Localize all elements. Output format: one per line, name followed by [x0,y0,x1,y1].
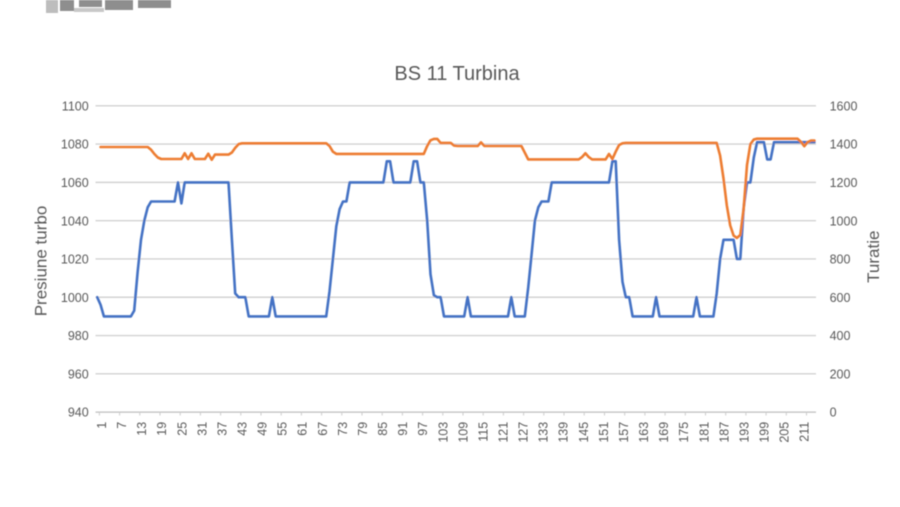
svg-text:1200: 1200 [830,176,858,190]
svg-text:187: 187 [717,422,731,443]
svg-text:121: 121 [497,422,511,443]
svg-text:175: 175 [677,422,691,443]
svg-text:31: 31 [195,422,209,436]
svg-text:97: 97 [416,422,430,436]
svg-text:1400: 1400 [830,138,858,152]
svg-text:400: 400 [830,329,851,343]
svg-text:1100: 1100 [62,99,89,113]
svg-text:25: 25 [175,422,189,436]
svg-text:0: 0 [830,406,837,420]
svg-text:85: 85 [376,422,390,436]
svg-text:79: 79 [356,422,370,436]
svg-text:109: 109 [456,422,470,443]
svg-text:200: 200 [830,367,851,381]
svg-text:139: 139 [557,422,571,443]
svg-text:91: 91 [396,422,410,436]
svg-text:940: 940 [68,406,89,420]
svg-text:145: 145 [577,422,591,443]
svg-text:1000: 1000 [61,291,89,305]
svg-text:55: 55 [276,422,290,436]
svg-text:1: 1 [95,422,109,429]
svg-text:169: 169 [657,422,671,443]
svg-text:211: 211 [798,422,812,442]
svg-text:163: 163 [637,422,651,443]
svg-text:Presiune turbo: Presiune turbo [32,206,51,317]
svg-text:1040: 1040 [61,214,89,228]
svg-text:1080: 1080 [61,138,89,152]
svg-text:181: 181 [697,422,711,443]
svg-text:67: 67 [316,422,330,436]
svg-text:103: 103 [436,422,450,443]
svg-text:13: 13 [135,422,149,436]
svg-text:193: 193 [737,422,751,443]
svg-text:1000: 1000 [830,214,858,228]
svg-text:205: 205 [778,422,792,443]
svg-text:Turatie: Turatie [864,231,883,283]
svg-text:49: 49 [256,422,270,436]
svg-text:115: 115 [476,422,490,442]
svg-text:73: 73 [336,422,350,436]
svg-text:7: 7 [115,422,129,429]
svg-text:19: 19 [155,422,169,436]
svg-text:600: 600 [830,291,851,305]
svg-text:1060: 1060 [61,176,89,190]
svg-text:1020: 1020 [61,253,89,267]
svg-text:960: 960 [68,367,89,381]
svg-text:1600: 1600 [830,99,858,113]
svg-text:61: 61 [296,422,310,436]
svg-text:37: 37 [215,422,229,436]
svg-text:133: 133 [537,422,551,443]
svg-text:157: 157 [617,422,631,443]
svg-text:199: 199 [758,422,772,443]
svg-text:800: 800 [830,253,851,267]
svg-text:43: 43 [236,422,250,436]
svg-text:127: 127 [517,422,531,443]
svg-text:980: 980 [68,329,89,343]
svg-text:BS 11 Turbina: BS 11 Turbina [394,63,520,85]
svg-text:151: 151 [597,422,611,443]
